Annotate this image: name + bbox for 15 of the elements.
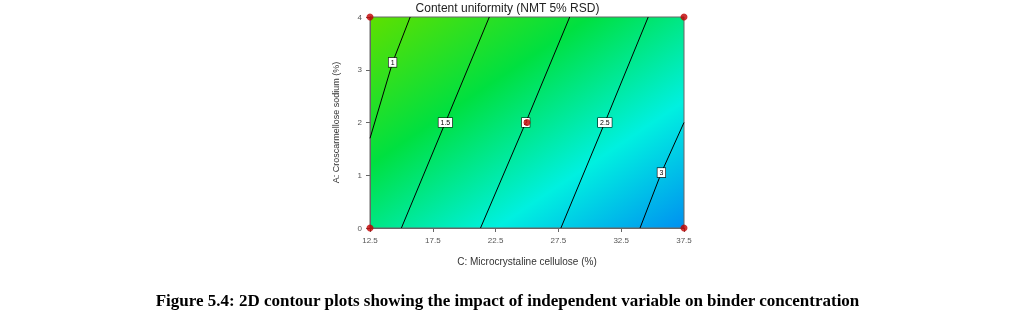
caption: Figure 5.4: 2D contour plots showing the impact of independent variable on binder concentration — [154, 291, 861, 311]
x-axis-title: C: Microcrystaline cellulose (%) — [457, 255, 597, 267]
x-tick-label: 12.5 — [362, 235, 379, 245]
x-tick-label: 22.5 — [487, 235, 504, 245]
x-tick-label: 37.5 — [676, 235, 693, 245]
x-tick-label: 32.5 — [613, 235, 630, 245]
y-axis-title: A: Croscarmellose sodium (%) — [330, 61, 341, 184]
y-tick-label: 1 — [357, 170, 363, 180]
x-tick-label: 17.5 — [425, 235, 442, 245]
y-tick-label: 2 — [357, 118, 363, 127]
y-tick-label: 0 — [357, 223, 363, 233]
chart-title: Content uniformity (NMT 5% RSD) — [415, 1, 600, 15]
y-tick-label: 4 — [357, 12, 363, 22]
x-tick-label: 27.5 — [550, 235, 567, 245]
y-tick-label: 3 — [357, 65, 363, 75]
